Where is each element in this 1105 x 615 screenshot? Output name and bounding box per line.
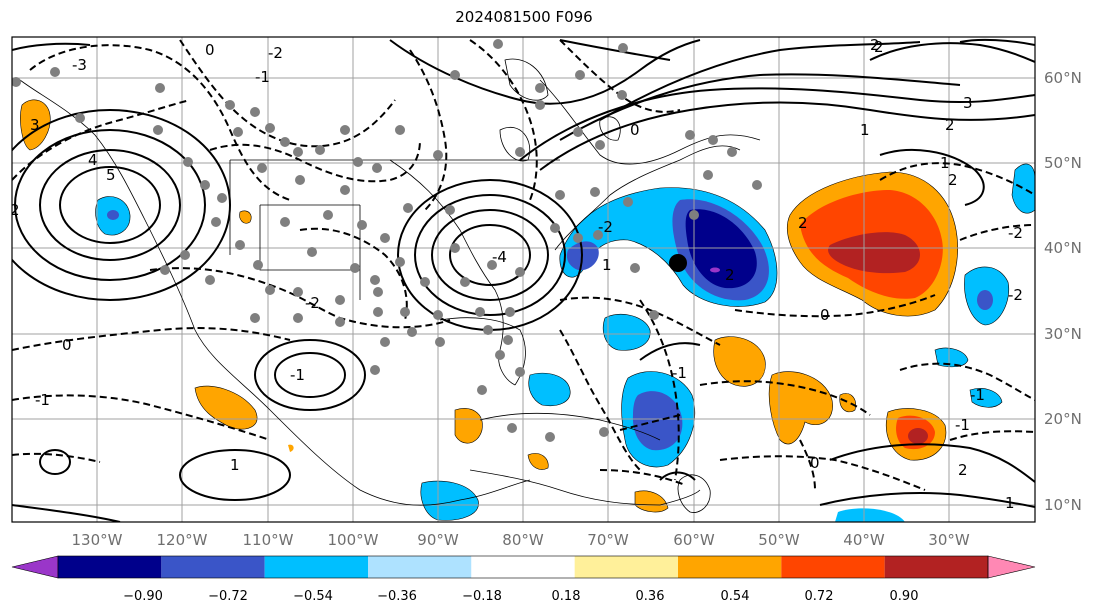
- contour-label: -1: [970, 386, 985, 404]
- contour-label: -1: [955, 416, 970, 434]
- lon-label: 100°W: [328, 531, 379, 549]
- colorbar-tick-label: 0.18: [552, 589, 581, 604]
- colorbar-swatch: [781, 556, 885, 578]
- colorbar-tick-label: −0.54: [293, 589, 333, 604]
- contour-label: 2: [874, 38, 884, 56]
- colorbar-tick-label: 0.54: [721, 589, 750, 604]
- contour-label: 2: [958, 461, 968, 479]
- colorbar-swatch: [368, 556, 472, 578]
- colorbar-swatch: [471, 556, 575, 578]
- contour-label: 0: [205, 41, 215, 59]
- contour-label: -4: [492, 248, 507, 266]
- contour-label: 1: [230, 456, 240, 474]
- contour-label: -1: [290, 366, 305, 384]
- colorbar-ticks: −0.90 −0.72 −0.54 −0.36 −0.18 0.18 0.36 …: [123, 589, 918, 604]
- contour-label: -2: [1008, 224, 1023, 242]
- lon-label: 110°W: [243, 531, 294, 549]
- map-frame: [11, 36, 1036, 523]
- contour-label: 2: [10, 201, 20, 219]
- lat-label: 10°N: [1044, 496, 1082, 514]
- map-plot-area: -3 0 -2 -1 2 3 4 5 -4 1 2 1 3 2 -1 -2 -1…: [10, 36, 1035, 522]
- contour-label: -2: [598, 218, 613, 236]
- latitude-labels: 60°N 50°N 40°N 30°N 20°N 10°N: [1044, 69, 1082, 514]
- solid-contours: [12, 38, 1035, 522]
- colorbar-tick-label: 0.72: [805, 589, 834, 604]
- lon-label: 130°W: [72, 531, 123, 549]
- contour-label: 5: [106, 166, 116, 184]
- colorbar-swatch: [58, 556, 162, 578]
- lat-label: 20°N: [1044, 410, 1082, 428]
- colorbar-tick-label: −0.36: [377, 589, 417, 604]
- colorbar-tick-label: −0.72: [208, 589, 248, 604]
- colorbar-extend-low: [11, 555, 59, 579]
- lon-label: 90°W: [417, 531, 459, 549]
- lon-label: 70°W: [587, 531, 629, 549]
- contour-label: 2: [725, 266, 735, 284]
- contour-label: -1: [35, 391, 50, 409]
- lon-label: 30°W: [928, 531, 970, 549]
- colorbar-outline: [57, 555, 989, 579]
- contour-labels: -3 0 -2 -1 2 3 4 5 -4 1 2 1 3 2 -1 -2 -1…: [10, 36, 1023, 512]
- contour-label: 1: [1005, 494, 1015, 512]
- contour-label: 2: [945, 116, 955, 134]
- contour-label: -2: [268, 44, 283, 62]
- target-point-marker: [669, 254, 687, 272]
- contour-label: 2: [948, 171, 958, 189]
- contour-label: -3: [72, 56, 87, 74]
- station-markers: [12, 39, 762, 442]
- lon-label: 60°W: [673, 531, 715, 549]
- contour-label: -2: [305, 294, 320, 312]
- colorbar-tick-label: 0.90: [890, 589, 919, 604]
- contour-label: 2: [798, 214, 808, 232]
- contour-label: 3: [963, 94, 973, 112]
- contour-label: 4: [88, 151, 98, 169]
- graticule: [12, 37, 1035, 522]
- lon-label: 120°W: [157, 531, 208, 549]
- contour-label: 1: [940, 154, 950, 172]
- contour-label: -2: [1008, 286, 1023, 304]
- contour-label: 0: [630, 121, 640, 139]
- lat-label: 40°N: [1044, 239, 1082, 257]
- map-title: 2024081500 F096: [455, 8, 593, 26]
- contour-label: 0: [810, 454, 820, 472]
- colorbar-tick-label: −0.18: [462, 589, 502, 604]
- colorbar-swatch: [574, 556, 678, 578]
- contour-label: 2: [870, 36, 880, 54]
- contour-label: 3: [30, 116, 40, 134]
- lon-label: 40°W: [843, 531, 885, 549]
- lon-label: 50°W: [758, 531, 800, 549]
- contour-label: 1: [602, 256, 612, 274]
- colorbar-swatches: [11, 555, 1036, 579]
- lat-label: 30°N: [1044, 325, 1082, 343]
- contour-label: 0: [820, 306, 830, 324]
- colorbar-swatch: [884, 556, 988, 578]
- contour-label: -1: [255, 68, 270, 86]
- lat-label: 50°N: [1044, 154, 1082, 172]
- lat-label: 60°N: [1044, 69, 1082, 87]
- contour-label: 1: [860, 121, 870, 139]
- longitude-labels: 130°W 120°W 110°W 100°W 90°W 80°W 70°W 6…: [72, 531, 970, 549]
- lon-label: 80°W: [502, 531, 544, 549]
- colorbar-swatch: [161, 556, 265, 578]
- colorbar-tick-label: 0.36: [636, 589, 665, 604]
- colorbar-extend-high: [987, 555, 1036, 579]
- colorbar-tick-label: −0.90: [123, 589, 163, 604]
- dashed-contours: [12, 39, 1035, 491]
- colorbar-swatch: [678, 556, 782, 578]
- colorbar-swatch: [264, 556, 368, 578]
- contour-label: 0: [62, 336, 72, 354]
- colorbar: −0.90 −0.72 −0.54 −0.36 −0.18 0.18 0.36 …: [11, 555, 1036, 604]
- contour-label: -1: [672, 364, 687, 382]
